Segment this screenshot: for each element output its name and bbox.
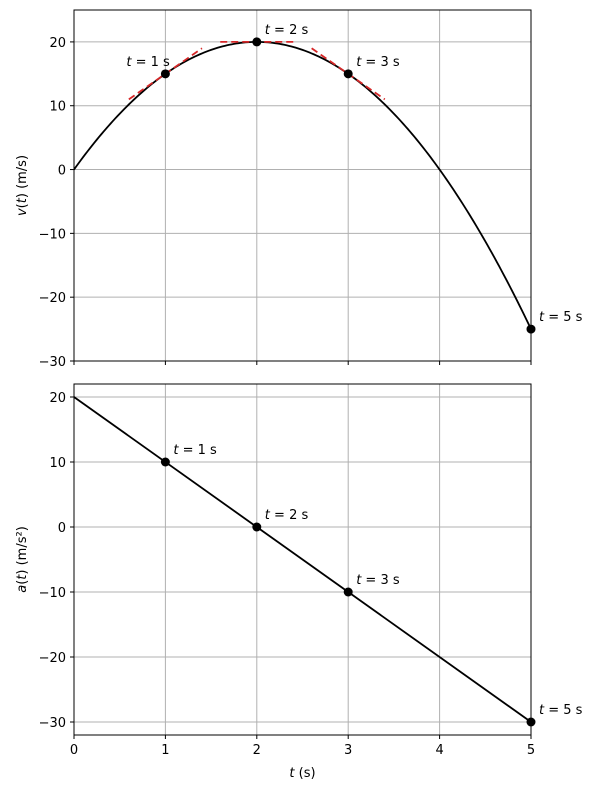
y-axis-label: v(t) (m/s) (15, 155, 30, 216)
x-tick-label: 0 (70, 743, 78, 758)
y-axis-label: a(t) (m/s²) (15, 526, 30, 593)
data-point (343, 69, 353, 79)
data-point (252, 37, 262, 47)
y-tick-label: 10 (49, 100, 66, 115)
y-tick-label: 0 (58, 521, 66, 536)
x-tick-label: 1 (161, 743, 169, 758)
data-point (160, 69, 170, 79)
x-tick-label: 4 (435, 743, 443, 758)
x-tick-label: 3 (344, 743, 352, 758)
series-line (74, 41, 531, 330)
acceleration-plot-panel: t = 1 st = 2 st = 3 st = 5 s−30−20−10010… (15, 383, 583, 781)
series-line (74, 396, 531, 723)
point-label: t = 5 s (539, 703, 583, 718)
y-tick-label: −30 (39, 355, 66, 370)
y-tick-label: 0 (58, 164, 66, 179)
y-tick-label: 10 (49, 456, 66, 471)
point-label: t = 2 s (265, 508, 309, 523)
y-tick-label: −20 (39, 291, 66, 306)
x-tick-label: 2 (253, 743, 261, 758)
velocity-plot-panel: t = 1 s t = 2 s t = 3 s t = 5 s −30 −20 −10 0 10… (15, 9, 583, 370)
y-tick-label: −10 (39, 227, 66, 242)
data-layer (74, 396, 531, 723)
point-label: t = 3 s (356, 573, 400, 588)
data-point (160, 457, 170, 467)
data-point (526, 717, 536, 727)
point-label: t = 2 s (265, 23, 309, 38)
plot-frame (73, 383, 532, 736)
y-tick-label: 20 (49, 36, 66, 51)
y-tick-label: −30 (39, 716, 66, 731)
y-tick-label: −10 (39, 586, 66, 601)
data-point (343, 587, 353, 597)
y-tick-label: 20 (49, 391, 66, 406)
point-label: t = 5 s (539, 310, 583, 325)
point-label: t = 3 s (356, 55, 400, 70)
point-label: t = 1 s (126, 55, 170, 70)
data-layer (74, 41, 531, 330)
plot-frame (73, 9, 532, 362)
y-tick-label: −20 (39, 651, 66, 666)
x-tick-label: 5 (527, 743, 535, 758)
data-point (526, 324, 536, 334)
data-point (252, 522, 262, 532)
point-label: t = 1 s (173, 443, 217, 458)
x-axis-label: t (s) (289, 766, 315, 781)
